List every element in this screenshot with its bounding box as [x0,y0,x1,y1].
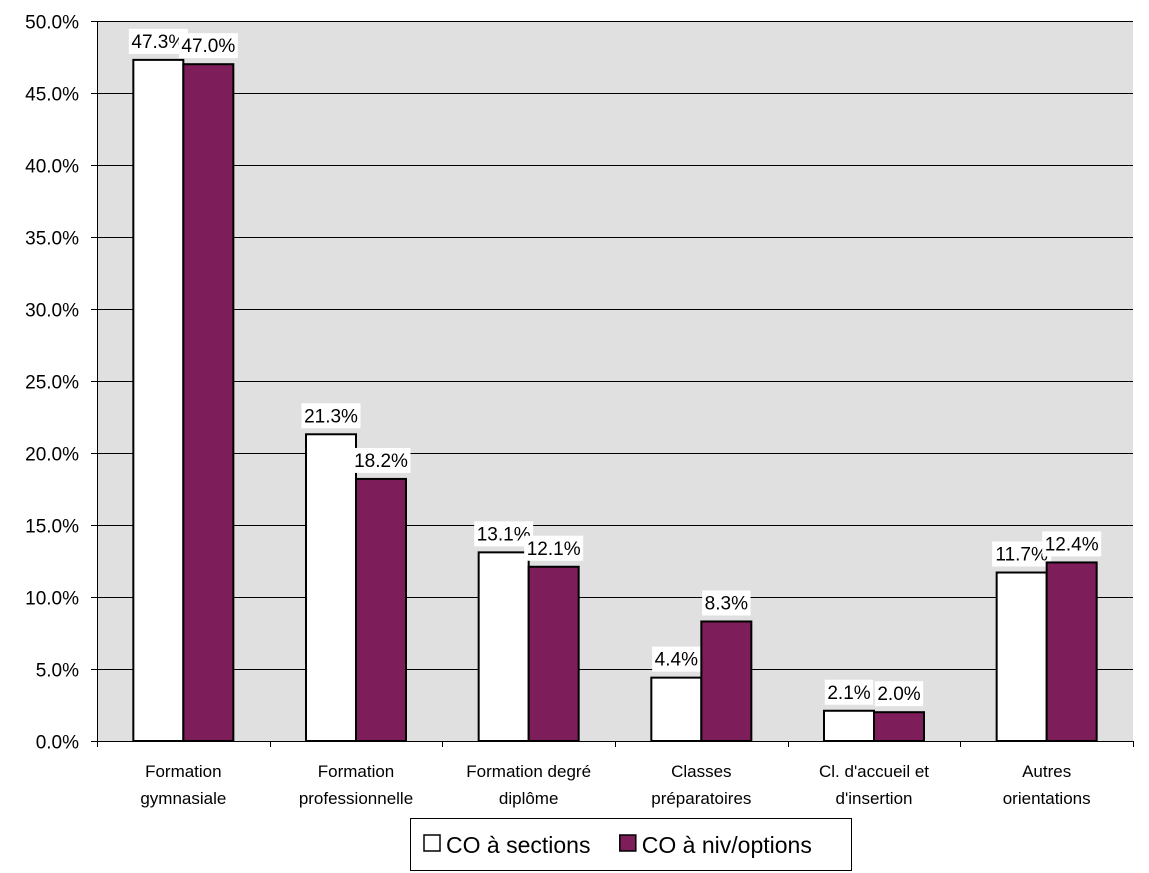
bar [305,433,357,742]
x-tick-label: Formation [145,762,222,781]
x-tick-label: Formation degré [466,762,591,781]
data-label: 2.1% [827,683,870,704]
data-label-bg [992,541,1052,567]
bar [182,63,235,742]
y-tick-label: 25.0% [25,373,79,394]
y-tick-label: 35.0% [25,229,79,250]
y-tick-label: 45.0% [25,85,79,106]
bar [527,565,580,743]
x-tick-label: Classes [671,762,731,781]
bar [700,620,753,742]
data-label: 2.0% [877,684,920,705]
bar [355,477,407,742]
x-tick-label: diplôme [499,789,559,808]
x-tick-label: Formation [318,762,395,781]
data-label-bg [824,679,874,705]
legend-label: CO à sections [446,832,590,858]
x-tick-label: gymnasiale [140,789,226,808]
y-tick-label: 10.0% [25,589,79,610]
y-tick-label: 5.0% [36,661,79,682]
legend-swatch [619,834,637,852]
x-tick-label: orientations [1003,789,1091,808]
x-tick-label: d'insertion [836,789,913,808]
bar [823,709,875,743]
data-label: 21.3% [304,406,358,427]
data-label-bg [524,535,584,561]
data-label: 12.4% [1045,534,1099,555]
bar [650,676,703,743]
x-tick-label: préparatoires [651,789,751,808]
data-label-bg [874,681,924,707]
bar [132,58,185,742]
y-tick-label: 20.0% [25,445,79,466]
x-tick-label: professionnelle [299,789,413,808]
data-label: 47.0% [181,36,235,57]
legend-label: CO à niv/options [642,832,812,858]
bar [477,551,530,742]
data-label: 13.1% [477,524,531,545]
y-tick-label: 40.0% [25,157,79,178]
data-label-bg [702,590,751,616]
x-tick-label: Autres [1022,762,1071,781]
y-tick-label: 0.0% [36,733,79,754]
y-tick-label: 30.0% [25,301,79,322]
data-label-bg [474,521,534,547]
data-label-bg [1042,531,1102,557]
data-label: 8.3% [705,593,748,614]
x-tick-label: Cl. d'accueil et [819,762,929,781]
data-label-bg [652,646,701,672]
y-tick-label: 15.0% [25,517,79,538]
data-label: 47.3% [131,32,185,53]
data-label: 4.4% [655,650,698,671]
bar [995,571,1048,743]
data-label: 18.2% [354,451,408,472]
data-label-bg [301,403,361,429]
data-label-bg [351,447,411,473]
data-label: 11.7% [995,545,1048,566]
bar [1045,561,1098,742]
data-label-bg [178,33,238,59]
data-label: 12.1% [527,539,581,560]
bar [873,711,925,743]
legend-swatch [423,834,441,852]
y-tick-label: 50.0% [25,13,79,34]
data-label-bg [128,28,188,54]
